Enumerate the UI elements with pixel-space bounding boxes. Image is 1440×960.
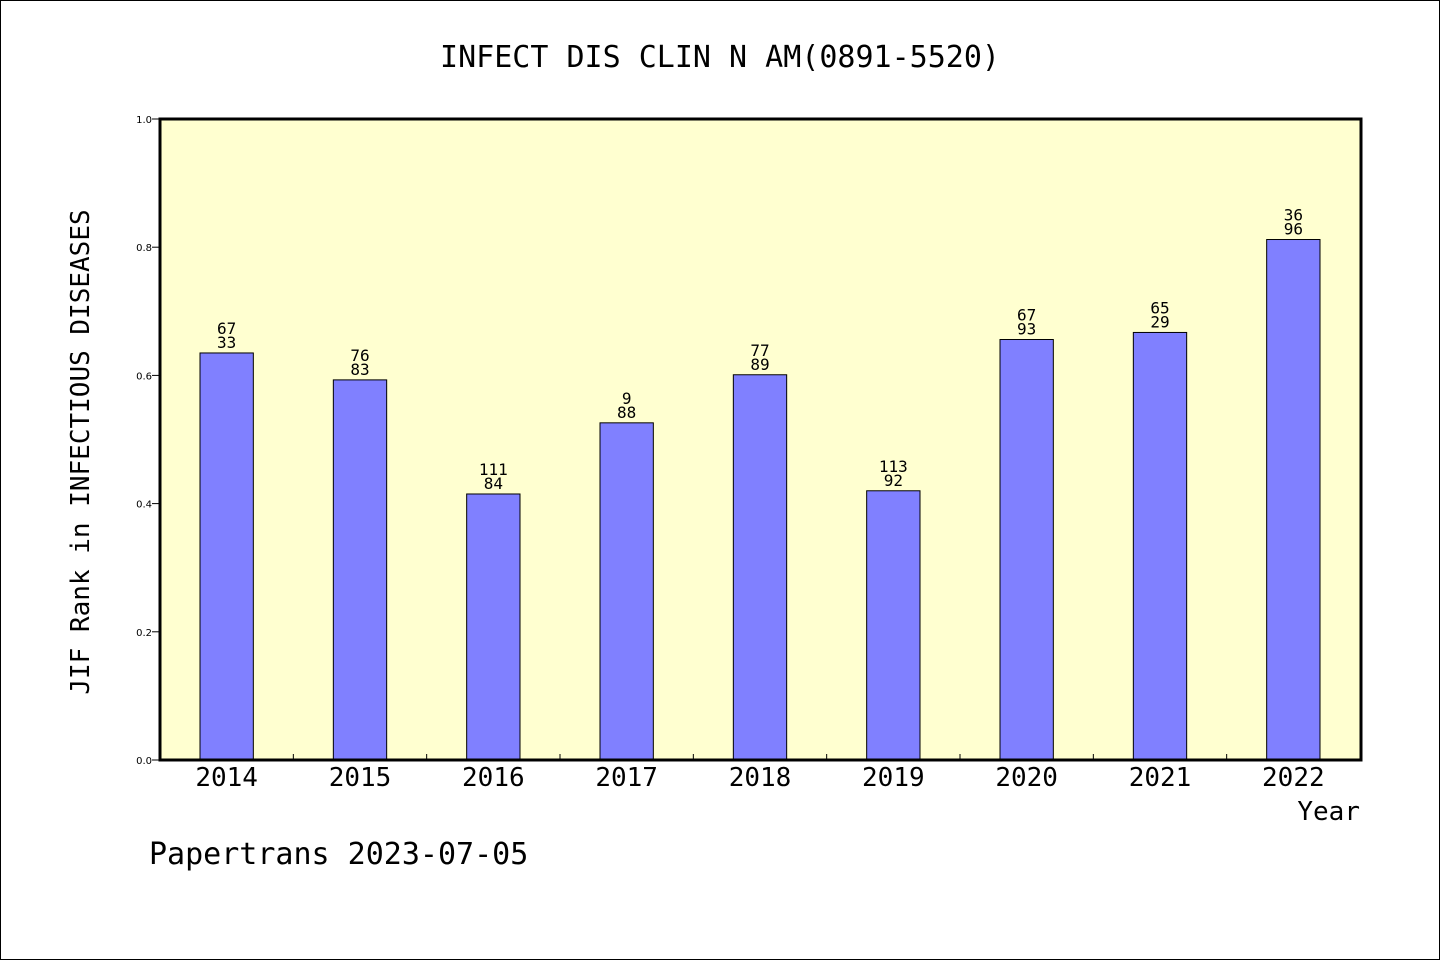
bar-rank-label: 67 — [1017, 306, 1036, 325]
bar-rank-label: 111 — [479, 460, 508, 479]
y-axis-title: JIF Rank in INFECTIOUS DISEASES — [66, 209, 96, 694]
bar-2018 — [732, 374, 788, 761]
bar-2021 — [1132, 331, 1188, 761]
bar-total-label: 88 — [617, 403, 636, 422]
bar-total-label: 92 — [884, 471, 903, 490]
bar-rank-label: 113 — [879, 457, 908, 476]
bar-2022 — [1266, 239, 1321, 761]
bar-rank-label: 9 — [622, 389, 632, 408]
x-tick-label: 2018 — [729, 763, 792, 793]
bar-2020 — [999, 339, 1054, 761]
bar-2014 — [199, 352, 254, 761]
bar-total-label: 83 — [350, 360, 369, 379]
bar-total-label: 96 — [1284, 220, 1303, 239]
bar-2017 — [599, 422, 654, 761]
bar-total-label: 33 — [217, 333, 236, 352]
bar-rank-label: 65 — [1150, 298, 1169, 317]
chart-title: INFECT DIS CLIN N AM(0891-5520) — [440, 40, 1000, 75]
x-tick-label: 2020 — [995, 763, 1058, 793]
bar-2019 — [866, 490, 921, 761]
y-tick-label: 0.4 — [136, 500, 152, 511]
x-tick-label: 2021 — [1129, 763, 1192, 793]
bar-series — [199, 239, 1321, 761]
bar-rank-label: 36 — [1284, 206, 1303, 225]
y-tick-label: 0.0 — [136, 756, 152, 767]
plot-frame — [158, 117, 1363, 762]
bar-total-label: 29 — [1150, 312, 1169, 331]
x-tick-label: 2017 — [595, 763, 658, 793]
x-axis-ticks: 2014 2015 2016 2017 2018 2019 2020 2021 2022 — [195, 754, 1325, 793]
bar-total-label: 84 — [484, 474, 503, 493]
bar-rank-label: 67 — [217, 319, 236, 338]
y-tick-label: 0.2 — [136, 628, 152, 639]
bar-total-label: 93 — [1017, 320, 1036, 339]
x-tick-label: 2022 — [1262, 763, 1325, 793]
bar-total-label: 89 — [750, 355, 769, 374]
bar-rank-label: 76 — [350, 346, 369, 365]
x-tick-label: 2016 — [462, 763, 525, 793]
x-tick-label: 2015 — [329, 763, 392, 793]
footer-text: Papertrans 2023-07-05 — [149, 837, 528, 872]
x-tick-label: 2014 — [195, 763, 258, 793]
x-tick-label: 2019 — [862, 763, 925, 793]
y-tick-label: 0.6 — [136, 371, 152, 382]
y-tick-label: 0.8 — [136, 243, 152, 254]
x-axis-title: Year — [1297, 797, 1360, 827]
bar-2016 — [466, 493, 521, 761]
bar-rank-label: 77 — [750, 341, 769, 360]
y-tick-label: 1.0 — [136, 115, 152, 126]
bar-2015 — [332, 379, 388, 761]
